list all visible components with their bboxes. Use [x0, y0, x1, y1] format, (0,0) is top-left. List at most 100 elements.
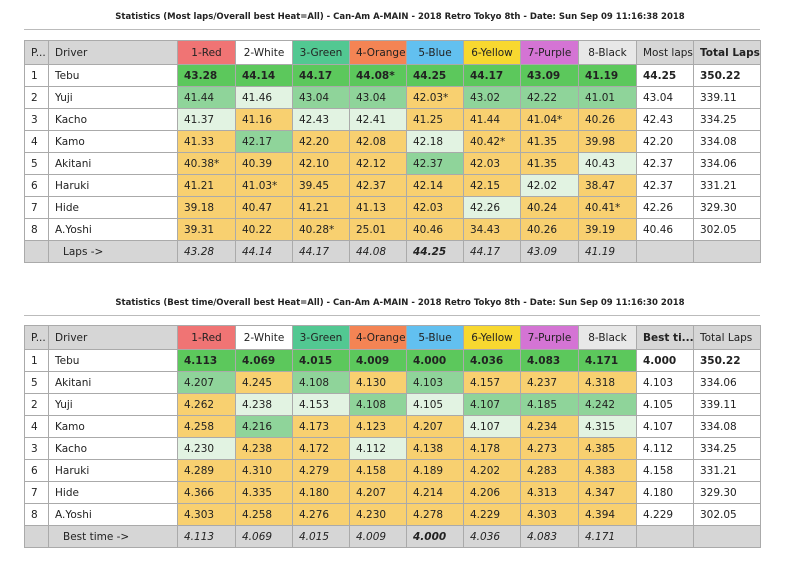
table2-title: Statistics (Best time/Overall best Heat=…: [115, 298, 685, 308]
column-header-4-orange[interactable]: 4-Orange: [349, 325, 407, 350]
heat-value-cell: 40.38*: [177, 152, 236, 175]
best-value-cell: 4.158: [636, 459, 694, 482]
heat-value-cell: 4.315: [578, 415, 637, 438]
position-cell: 7: [24, 481, 49, 504]
heat-value-cell: 4.000: [406, 349, 464, 372]
heat-value-cell: 42.20: [292, 130, 350, 153]
heat-value-cell: 4.258: [177, 415, 236, 438]
total-laps-cell: 334.25: [693, 108, 761, 131]
table-row[interactable]: 6 Haruki 41.21 41.03* 39.45 42.37 42.14 42.15 42…: [24, 174, 761, 197]
header-row: P... Driver 1-Red 2-White 3-Green 4-Orange 5-B…: [24, 325, 761, 350]
heat-value-cell: 4.230: [349, 503, 407, 526]
driver-name: Hide: [48, 196, 178, 219]
heat-value-cell: 4.303: [177, 503, 236, 526]
column-header-1-red[interactable]: 1-Red: [177, 325, 236, 350]
column-header-6-yellow[interactable]: 6-Yellow: [463, 325, 521, 350]
total-laps-cell: 350.22: [693, 64, 761, 87]
column-header-5-blue[interactable]: 5-Blue: [406, 325, 464, 350]
table-row[interactable]: 3 Kacho 4.230 4.238 4.172 4.112 4.138 4.178 4.27…: [24, 437, 761, 460]
driver-name: Haruki: [48, 459, 178, 482]
column-header-driver[interactable]: Driver: [48, 40, 178, 65]
footer-row: Best time -> 4.113 4.069 4.015 4.009 4.000 4.0…: [24, 525, 761, 548]
column-header-4-orange[interactable]: 4-Orange: [349, 40, 407, 65]
position-cell: 8: [24, 218, 49, 241]
total-laps-cell: 350.22: [693, 349, 761, 372]
heat-value-cell: 4.318: [578, 371, 637, 394]
column-header-position[interactable]: P...: [24, 325, 49, 350]
heat-value-cell: 4.083: [520, 349, 579, 372]
best-value-cell: 42.20: [636, 130, 694, 153]
heat-value-cell: 4.113: [177, 349, 236, 372]
heat-value-cell: 4.237: [520, 371, 579, 394]
best-time-table: P... Driver 1-Red 2-White 3-Green 4-Orange 5-B…: [24, 325, 761, 548]
table-row[interactable]: 3 Kacho 41.37 41.16 42.43 42.41 41.25 41.44 41.0…: [24, 108, 761, 131]
footer-best-value: 4.015: [292, 525, 350, 548]
total-laps-cell: 302.05: [693, 218, 761, 241]
heat-value-cell: 39.98: [578, 130, 637, 153]
footer-empty-cell: [24, 525, 49, 548]
column-header-total-laps[interactable]: Total Laps: [693, 40, 761, 65]
heat-value-cell: 4.230: [177, 437, 236, 460]
heat-value-cell: 4.383: [578, 459, 637, 482]
footer-best-value: 4.113: [177, 525, 236, 548]
column-header-7-purple[interactable]: 7-Purple: [520, 325, 579, 350]
table-row[interactable]: 4 Kamo 4.258 4.216 4.173 4.123 4.207 4.107 4.234…: [24, 415, 761, 438]
column-header-position[interactable]: P...: [24, 40, 49, 65]
table-row[interactable]: 7 Hide 4.366 4.335 4.180 4.207 4.214 4.206 4.313…: [24, 481, 761, 504]
best-value-cell: 42.43: [636, 108, 694, 131]
footer-row: Laps -> 43.28 44.14 44.17 44.08 44.25 44.17 43.…: [24, 240, 761, 263]
driver-name: Yuji: [48, 393, 178, 416]
heat-value-cell: 44.17: [292, 64, 350, 87]
best-value-cell: 40.46: [636, 218, 694, 241]
position-cell: 7: [24, 196, 49, 219]
footer-best-value: 4.000: [406, 525, 464, 548]
column-header-2-white[interactable]: 2-White: [235, 40, 293, 65]
table-row[interactable]: 2 Yuji 4.262 4.238 4.153 4.108 4.105 4.107 4.185…: [24, 393, 761, 416]
heat-value-cell: 42.08: [349, 130, 407, 153]
column-header-8-black[interactable]: 8-Black: [578, 325, 637, 350]
column-header-1-red[interactable]: 1-Red: [177, 40, 236, 65]
table-row[interactable]: 5 Akitani 4.207 4.245 4.108 4.130 4.103 4.157 4.…: [24, 371, 761, 394]
footer-best-value: 44.25: [406, 240, 464, 263]
column-header-driver[interactable]: Driver: [48, 325, 178, 350]
heat-value-cell: 40.26: [578, 108, 637, 131]
table-row[interactable]: 2 Yuji 41.44 41.46 43.04 43.04 42.03* 43.02 42.2…: [24, 86, 761, 109]
column-header-6-yellow[interactable]: 6-Yellow: [463, 40, 521, 65]
heat-value-cell: 4.289: [177, 459, 236, 482]
table-row[interactable]: 5 Akitani 40.38* 40.39 42.10 42.12 42.37 42.03 4…: [24, 152, 761, 175]
table-row[interactable]: 7 Hide 39.18 40.47 41.21 41.13 42.03 42.26 40.24…: [24, 196, 761, 219]
column-header-2-white[interactable]: 2-White: [235, 325, 293, 350]
column-header-3-green[interactable]: 3-Green: [292, 40, 350, 65]
column-header-3-green[interactable]: 3-Green: [292, 325, 350, 350]
heat-value-cell: 34.43: [463, 218, 521, 241]
heat-value-cell: 4.105: [406, 393, 464, 416]
table-row[interactable]: 1 Tebu 4.113 4.069 4.015 4.009 4.000 4.036 4.083…: [24, 349, 761, 372]
table-row[interactable]: 8 A.Yoshi 4.303 4.258 4.276 4.230 4.278 4.229 4.…: [24, 503, 761, 526]
driver-name: Kacho: [48, 108, 178, 131]
column-header-best[interactable]: Most laps: [636, 40, 694, 65]
best-value-cell: 42.26: [636, 196, 694, 219]
column-header-5-blue[interactable]: 5-Blue: [406, 40, 464, 65]
table-row[interactable]: 6 Haruki 4.289 4.310 4.279 4.158 4.189 4.202 4.2…: [24, 459, 761, 482]
heat-value-cell: 40.43: [578, 152, 637, 175]
table-row[interactable]: 8 A.Yoshi 39.31 40.22 40.28* 25.01 40.46 34.43 4…: [24, 218, 761, 241]
heat-value-cell: 4.171: [578, 349, 637, 372]
table-row[interactable]: 1 Tebu 43.28 44.14 44.17 44.08* 44.25 44.17 43.0…: [24, 64, 761, 87]
total-laps-cell: 329.30: [693, 196, 761, 219]
heat-value-cell: 42.15: [463, 174, 521, 197]
total-laps-cell: 339.11: [693, 86, 761, 109]
total-laps-cell: 331.21: [693, 174, 761, 197]
heat-value-cell: 44.17: [463, 64, 521, 87]
heat-value-cell: 4.385: [578, 437, 637, 460]
heat-value-cell: 39.31: [177, 218, 236, 241]
table-row[interactable]: 4 Kamo 41.33 42.17 42.20 42.08 42.18 40.42* 41.3…: [24, 130, 761, 153]
heat-value-cell: 4.214: [406, 481, 464, 504]
column-header-8-black[interactable]: 8-Black: [578, 40, 637, 65]
heat-value-cell: 42.26: [463, 196, 521, 219]
column-header-best[interactable]: Best ti...: [636, 325, 694, 350]
heat-value-cell: 40.26: [520, 218, 579, 241]
heat-value-cell: 4.036: [463, 349, 521, 372]
column-header-7-purple[interactable]: 7-Purple: [520, 40, 579, 65]
column-header-total-laps[interactable]: Total Laps: [693, 325, 761, 350]
table1-title-rule: [24, 29, 760, 30]
